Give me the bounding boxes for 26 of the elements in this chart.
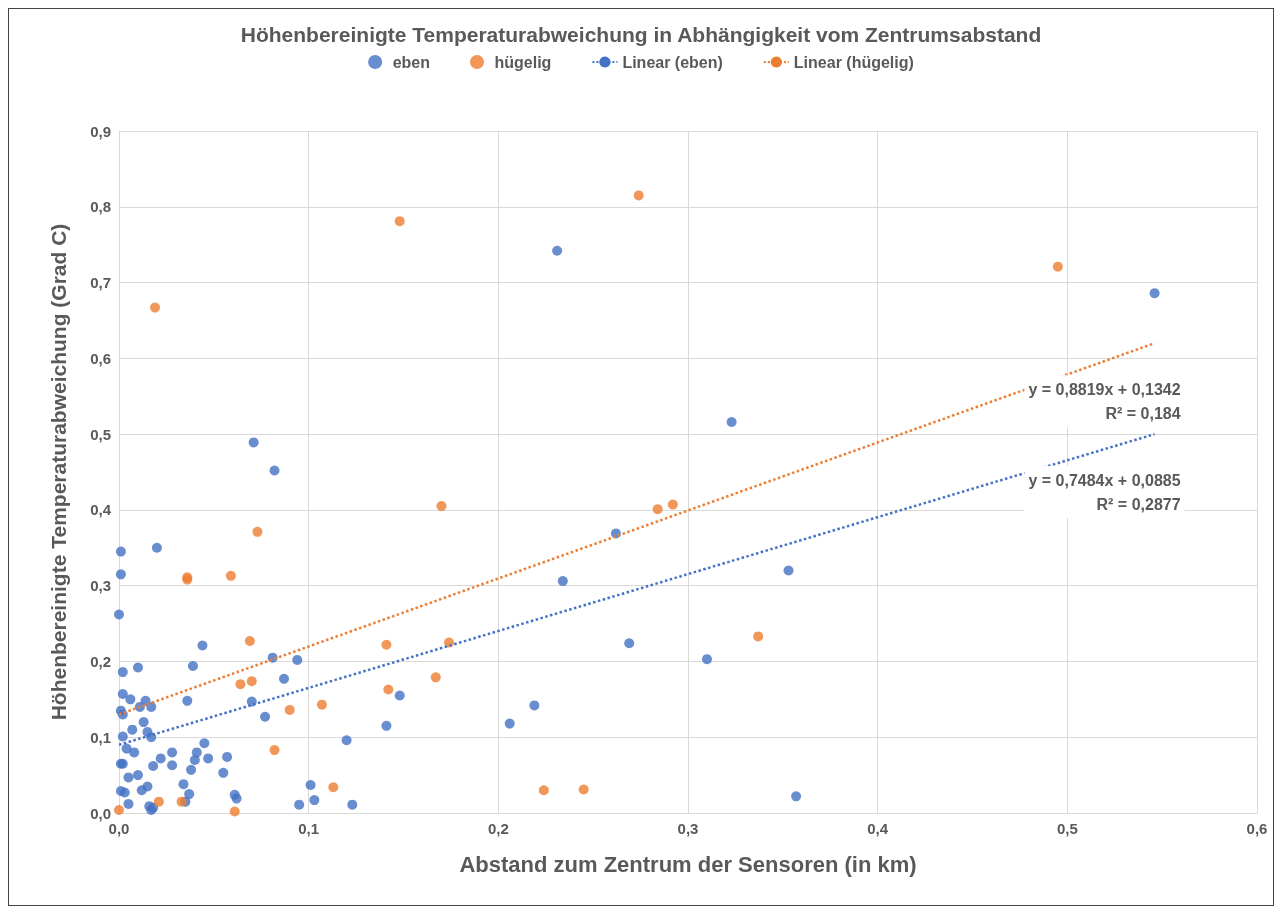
legend-label: Linear (hügelig) xyxy=(793,53,914,71)
y-tick-label: 0,5 xyxy=(90,425,111,443)
y-tick-label: 0,3 xyxy=(90,577,111,595)
y-tick-label: 0,7 xyxy=(90,274,111,292)
y-tick-label: 0,2 xyxy=(90,652,111,670)
x-axis-title: Abstand zum Zentrum der Sensoren (in km) xyxy=(459,851,917,877)
legend-label: hügelig xyxy=(494,53,552,71)
x-tick-label: 0,1 xyxy=(298,820,320,837)
x-tick-label: 0,2 xyxy=(487,820,509,837)
y-tick-label: 0,8 xyxy=(90,198,111,216)
y-tick-label: 0,9 xyxy=(90,122,111,140)
legend-label: Linear (eben) xyxy=(622,53,723,71)
x-tick-label: 0,4 xyxy=(867,820,889,837)
x-tick-label: 0,3 xyxy=(677,820,699,837)
y-tick-label: 0,0 xyxy=(90,804,111,822)
legend-label: eben xyxy=(392,53,430,71)
y-tick-label: 0,1 xyxy=(90,728,111,746)
y-tick-label: 0,6 xyxy=(90,349,111,367)
y-tick-label: 0,4 xyxy=(90,501,112,519)
annotation: y = 0,8819x + 0,1342 R² = 0,184 xyxy=(1028,380,1181,422)
y-axis-title: Höhenbereinigte Temperaturabweichung (Grad C) xyxy=(47,223,70,721)
x-tick-label: 0,5 xyxy=(1056,820,1078,837)
x-tick-label: 0,0 xyxy=(108,820,130,837)
chart-title: Höhenbereinigte Temperaturabweichung in Abhängigkeit vom Zentrumsabstand xyxy=(240,23,1042,46)
x-tick-label: 0,6 xyxy=(1246,820,1268,837)
annotation: y = 0,7484x + 0,0885 R² = 0,2877 xyxy=(1028,471,1181,513)
